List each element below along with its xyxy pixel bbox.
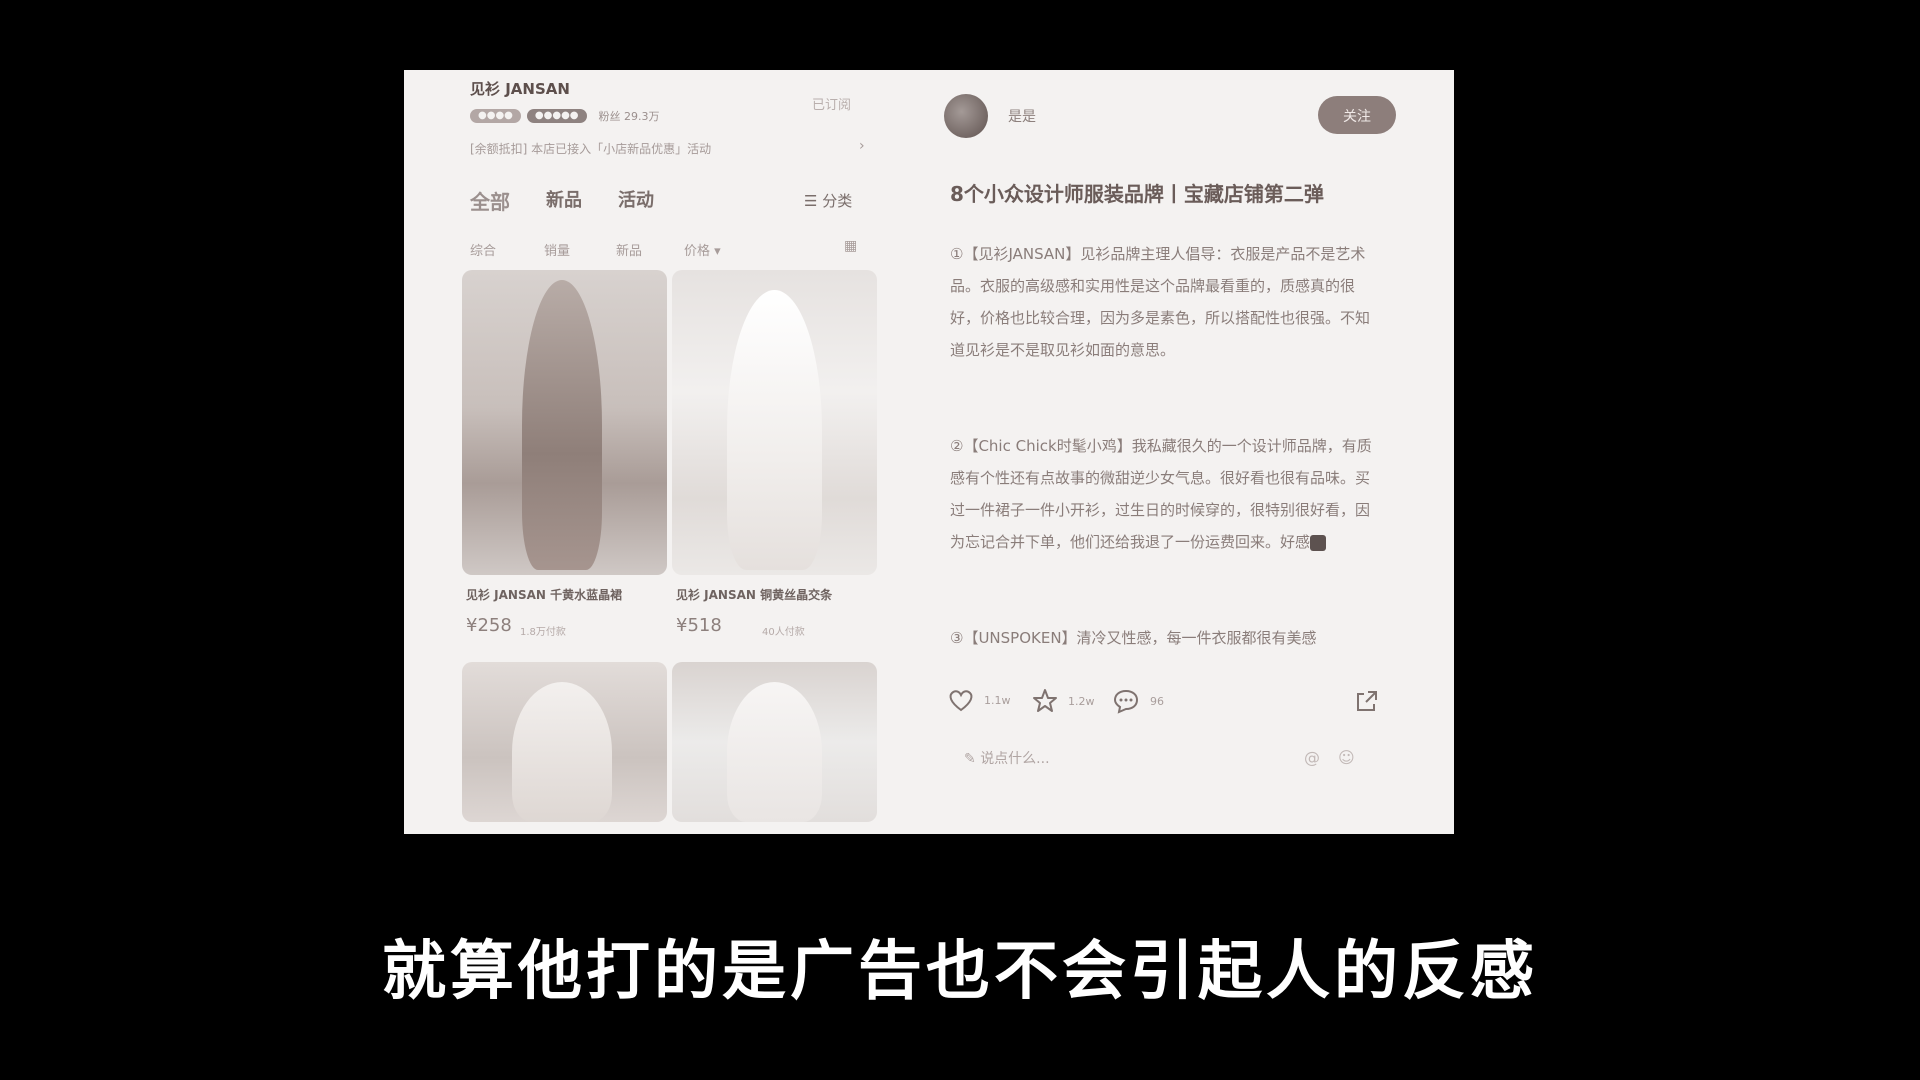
filter-overall[interactable]: 综合 xyxy=(470,244,497,259)
tab-all[interactable]: 全部 xyxy=(470,190,510,214)
post-paragraph: ①【见衫JANSAN】见衫品牌主理人倡导：衣服是产品不是艺术品。衣服的高级感和实… xyxy=(950,245,1371,359)
shop-panel: 见衫 JANSAN 已订阅 ●●●● ●●●●● 粉丝 29.3万 [余额抵扣]… xyxy=(404,70,884,834)
at-icon[interactable]: @ xyxy=(1304,748,1320,767)
post-panel: 是是 关注 8个小众设计师服装品牌丨宝藏店铺第二弹 ①【见衫JANSAN】见衫品… xyxy=(944,70,1454,834)
product-image[interactable] xyxy=(672,270,877,575)
comment-button[interactable]: 96 xyxy=(1112,688,1164,714)
like-button[interactable]: 1.1w xyxy=(948,688,1011,712)
tab-activity[interactable]: 活动 xyxy=(618,190,654,211)
shop-badges: ●●●● ●●●●● 粉丝 29.3万 xyxy=(470,108,660,124)
category-button[interactable]: ☰ 分类 xyxy=(804,190,852,211)
follow-button[interactable]: 关注 xyxy=(1318,96,1396,134)
shop-badge: ●●●● xyxy=(470,109,521,123)
share-icon xyxy=(1357,691,1377,711)
action-bar: 1.1w 1.2w 96 xyxy=(944,680,1414,720)
filter-price[interactable]: 价格 ▾ xyxy=(684,244,721,259)
subscribed-button[interactable]: 已订阅 xyxy=(812,98,852,113)
star-button[interactable]: 1.2w xyxy=(1032,688,1095,714)
avatar[interactable] xyxy=(944,94,988,138)
tab-new[interactable]: 新品 xyxy=(546,190,582,211)
share-button[interactable] xyxy=(1354,688,1380,718)
chevron-right-icon[interactable]: › xyxy=(859,138,865,154)
product-name[interactable]: 见衫 JANSAN 千黄水蓝晶裙 xyxy=(466,588,623,602)
screenshot-frame: 见衫 JANSAN 已订阅 ●●●● ●●●●● 粉丝 29.3万 [余额抵扣]… xyxy=(404,70,1454,834)
author-name[interactable]: 是是 xyxy=(1008,109,1036,125)
post-paragraph: ③【UNSPOKEN】清冷又性感，每一件衣服都很有美感 xyxy=(950,629,1317,647)
product-price: ¥518 xyxy=(676,615,722,636)
comment-tools: @ ☺ xyxy=(1304,748,1355,767)
star-icon xyxy=(1033,689,1057,712)
fans-count: 粉丝 29.3万 xyxy=(598,110,660,123)
filter-new[interactable]: 新品 xyxy=(616,244,643,259)
shop-badge: ●●●●● xyxy=(526,109,587,123)
comment-input[interactable]: ✎ 说点什么... xyxy=(964,751,1050,767)
comment-icon xyxy=(1113,689,1139,714)
post-title: 8个小众设计师服装品牌丨宝藏店铺第二弹 xyxy=(950,182,1324,206)
star-count: 1.2w xyxy=(1068,694,1095,708)
emoji-icon[interactable]: ☺ xyxy=(1338,748,1355,767)
menu-icon: ☰ xyxy=(804,192,823,210)
product-sold: 40人付款 xyxy=(762,627,805,638)
product-image[interactable] xyxy=(462,270,667,575)
grid-icon[interactable]: ▦ xyxy=(844,238,858,254)
product-sold: 1.8万付款 xyxy=(520,627,566,638)
comment-count: 96 xyxy=(1150,694,1164,708)
product-price: ¥258 xyxy=(466,615,512,636)
shop-notice[interactable]: [余额抵扣] 本店已接入「小店新品优惠」活动 xyxy=(470,142,712,156)
video-subtitle: 就算他打的是广告也不会引起人的反感 xyxy=(382,935,1538,1009)
filter-sales[interactable]: 销量 xyxy=(544,244,571,259)
like-count: 1.1w xyxy=(984,693,1011,707)
product-image[interactable] xyxy=(672,662,877,822)
emoji-icon xyxy=(1310,534,1327,551)
category-label: 分类 xyxy=(822,192,853,210)
product-name[interactable]: 见衫 JANSAN 铜黄丝晶交条 xyxy=(676,588,833,602)
heart-icon xyxy=(949,690,973,712)
product-image[interactable] xyxy=(462,662,667,822)
post-paragraph: ②【Chic Chick时髦小鸡】我私藏很久的一个设计师品牌，有质感有个性还有点… xyxy=(950,437,1372,551)
shop-title: 见衫 JANSAN xyxy=(470,80,570,98)
